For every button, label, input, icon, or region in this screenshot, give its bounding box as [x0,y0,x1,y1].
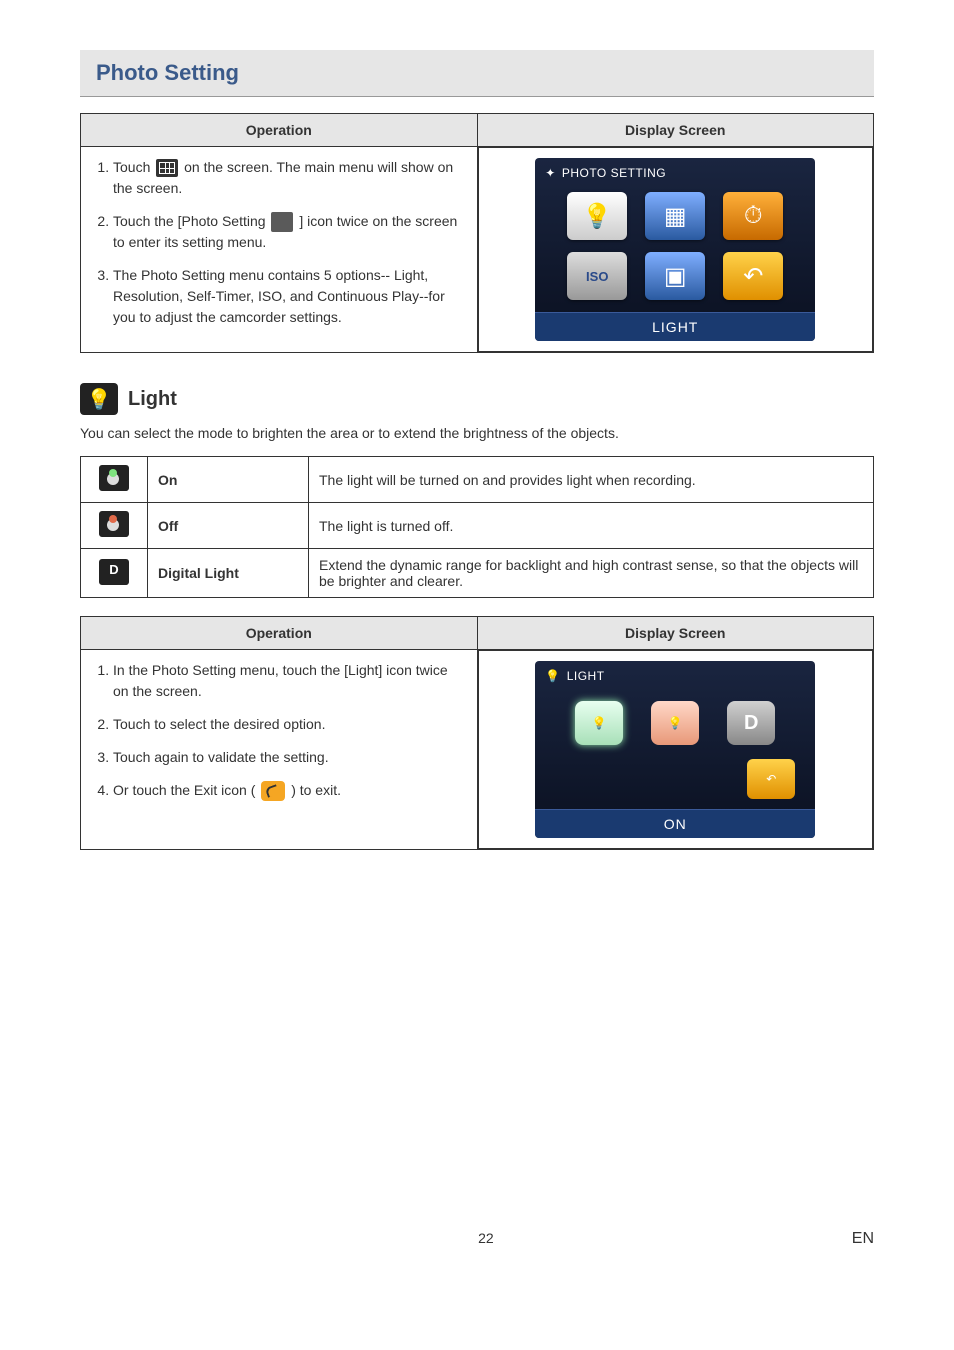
light-off-icon: 💡 [651,701,699,745]
digital-light-desc: Extend the dynamic range for backlight a… [309,549,874,598]
light-badge-icon: 💡 [80,383,118,415]
exit-button-icon: ↶ [747,759,795,799]
section-header: Photo Setting [80,50,874,97]
tools-small-icon: ✦ [545,166,556,180]
screen-caption: LIGHT [535,312,815,341]
light-operation-table: Operation Display Screen In the Photo Se… [80,616,874,850]
screen-title: ✦ PHOTO SETTING [535,158,815,184]
off-label: Off [148,503,309,549]
resolution-icon: ▦ [645,192,705,240]
digital-light-option-icon [99,559,129,585]
exit-inline-icon [261,781,285,801]
step-2: Touch the [Photo Setting ] icon twice on… [113,211,465,253]
operation-header: Operation [81,114,478,147]
on-option-icon [99,465,129,491]
display-screen-light: 💡 LIGHT 💡 💡 D ↶ ON [535,661,815,838]
step-3: The Photo Setting menu contains 5 option… [113,265,465,328]
iso-icon: ISO [567,252,627,300]
exit-icon: ↶ [723,252,783,300]
step-1: Touch on the screen. The main menu will … [113,157,465,199]
off-desc: The light is turned off. [309,503,874,549]
light-heading: 💡 Light [80,383,874,415]
digital-light-label: Digital Light [148,549,309,598]
light-screen-title: 💡 LIGHT [535,661,815,687]
light-intro: You can select the mode to brighten the … [80,423,874,444]
page-footer: 22 EN [0,850,954,1278]
display-header-2: Display Screen [477,617,874,650]
operation-header-2: Operation [81,617,478,650]
continuous-play-icon: ▣ [645,252,705,300]
page-language: EN [852,1230,874,1248]
light-screen-caption: ON [535,809,815,838]
off-option-icon [99,511,129,537]
section-title: Photo Setting [96,60,858,86]
light-on-icon: 💡 [575,701,623,745]
menu-grid-icon [156,159,178,177]
light-step-4: Or touch the Exit icon ( ) to exit. [113,780,465,801]
light-step-1: In the Photo Setting menu, touch the [Li… [113,660,465,702]
display-header: Display Screen [477,114,874,147]
light-steps-list: In the Photo Setting menu, touch the [Li… [93,660,465,801]
display-screen-photo-setting: ✦ PHOTO SETTING 💡 ▦ ⏱ ISO ▣ ↶ LIGHT [535,158,815,341]
self-timer-icon: ⏱ [723,192,783,240]
light-step-3: Touch again to validate the setting. [113,747,465,768]
light-options-table: On The light will be turned on and provi… [80,456,874,598]
photo-setting-icon [271,212,293,232]
on-desc: The light will be turned on and provides… [309,457,874,503]
light-icon: 💡 [567,192,627,240]
light-digital-icon: D [727,701,775,745]
on-label: On [148,457,309,503]
bulb-small-icon: 💡 [545,669,560,683]
page-number: 22 [120,1230,852,1248]
light-step-2: Touch to select the desired option. [113,714,465,735]
photo-setting-table: Operation Display Screen Touch on the sc… [80,113,874,353]
steps-list: Touch on the screen. The main menu will … [93,157,465,328]
